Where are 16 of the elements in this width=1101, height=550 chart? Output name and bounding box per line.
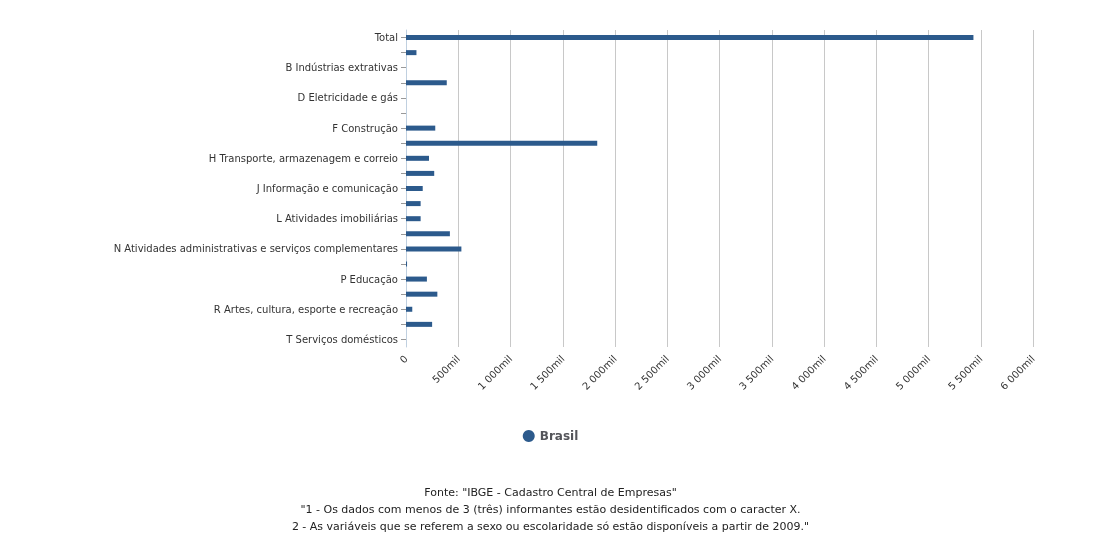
y-tick-label: R Artes, cultura, esporte e recreação bbox=[213, 303, 398, 315]
y-tick-label: T Serviços domésticos bbox=[285, 333, 398, 345]
y-tick-label: P Educação bbox=[340, 273, 398, 285]
text: "1 - Os dados com menos de 3 (três) informantes estão desidentificados com o caracter X. bbox=[300, 503, 801, 516]
legend-label: Brasil bbox=[539, 429, 579, 443]
y-tick-label: B Indústrias extrativas bbox=[285, 62, 398, 74]
text: 2 - As variáveis que se referem a sexo ou escolaridade só estão disponíveis a partir de 2009." bbox=[291, 520, 810, 533]
x-tick-label: 0 bbox=[397, 353, 410, 366]
y-tick-label: L Atividades imobiliárias bbox=[276, 213, 398, 225]
y-tick-label: N Atividades administrativas e serviços complementares bbox=[113, 243, 398, 255]
y-tick-label: H Transporte, armazenagem e correio bbox=[208, 152, 398, 164]
y-tick-label: Total bbox=[373, 32, 398, 44]
y-tick-label: F Construção bbox=[332, 122, 398, 134]
source-note: Fonte: "IBGE - Cadastro Central de Empresas" bbox=[424, 486, 677, 499]
y-tick-label: J Informação e comunicação bbox=[255, 183, 398, 194]
y-tick-label: D Eletricidade e gás bbox=[297, 92, 398, 104]
